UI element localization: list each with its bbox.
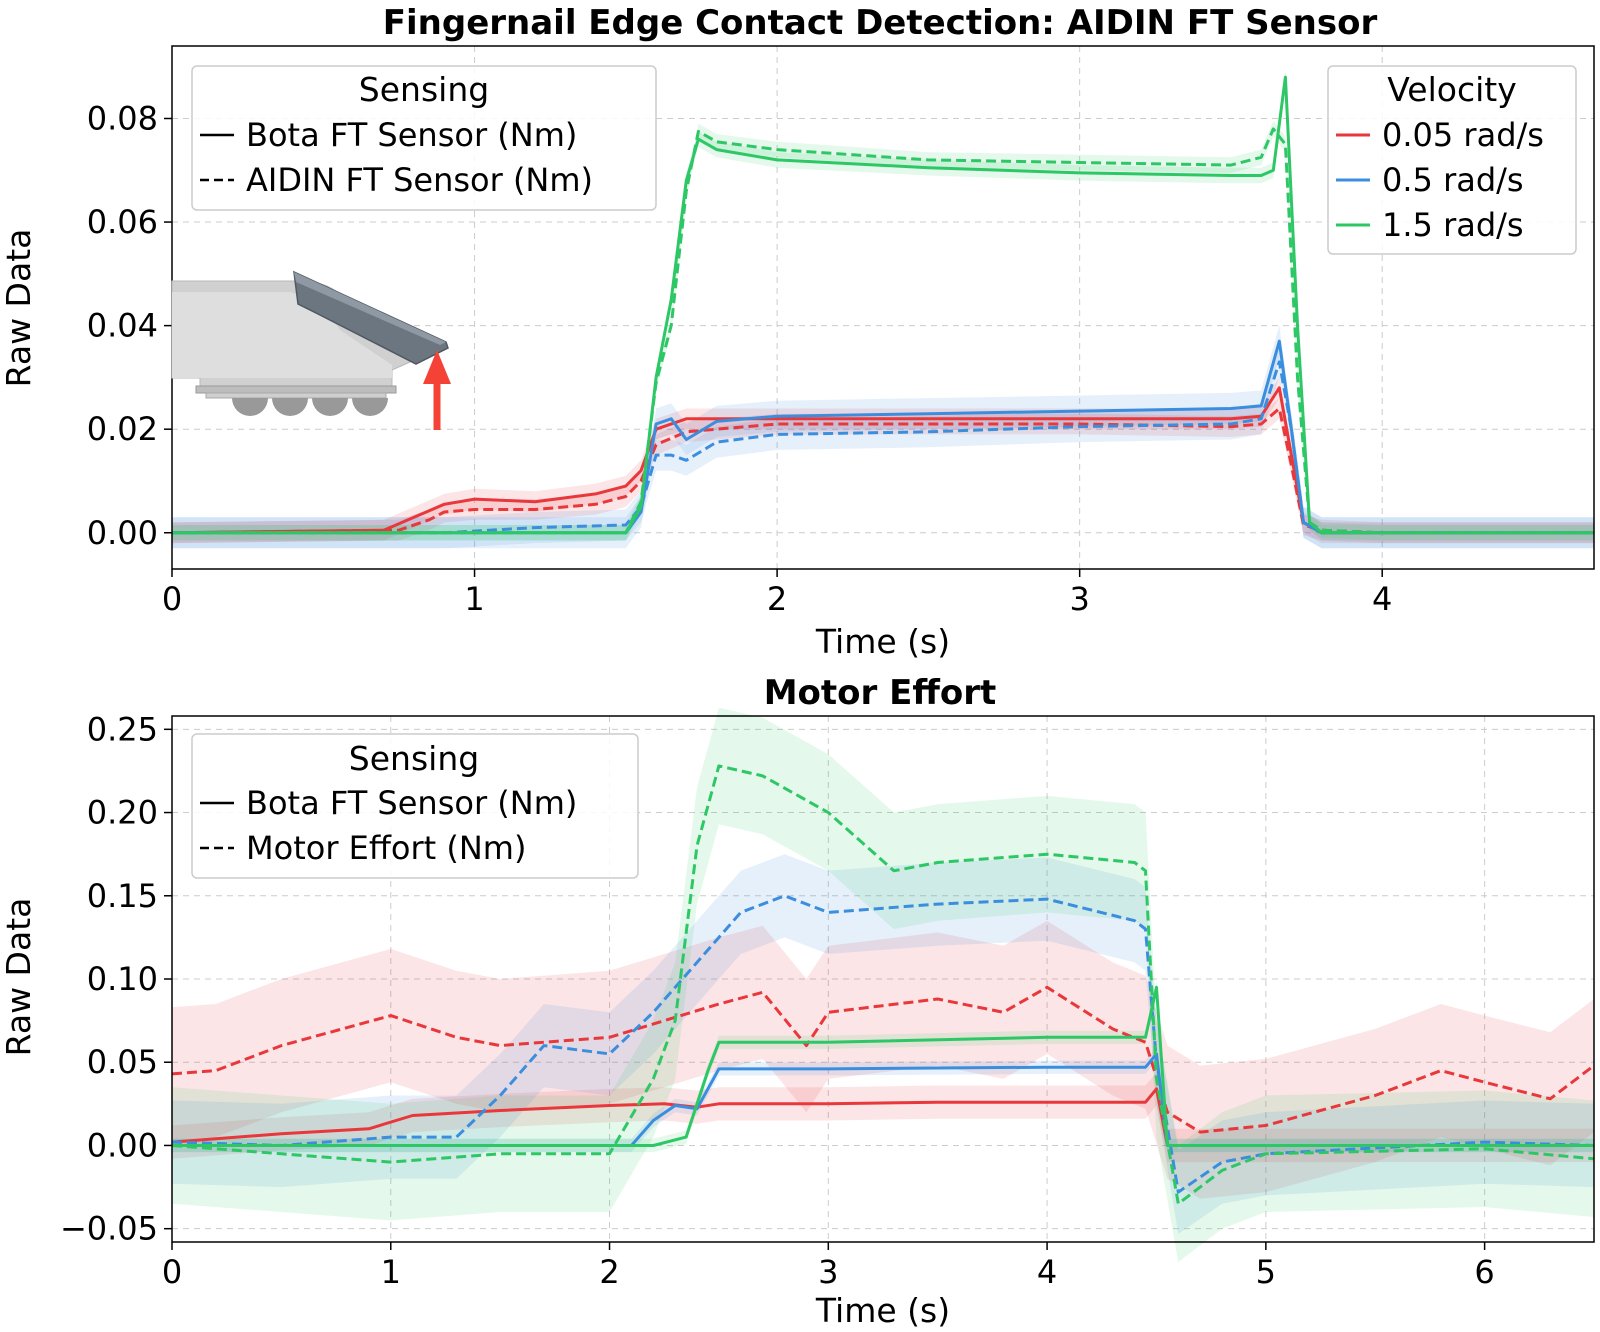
y-axis-ticks: 0.00 0.02 0.04 0.06 0.08 bbox=[87, 99, 172, 552]
y-tick-label: 0.15 bbox=[87, 877, 158, 915]
confidence-bands bbox=[172, 707, 1594, 1262]
series-blue-dashed bbox=[172, 360, 1594, 535]
y-tick-label: 0.20 bbox=[87, 794, 158, 832]
y-tick-label: 0.00 bbox=[87, 1126, 158, 1164]
series-red-dashed bbox=[171, 407, 1594, 535]
band-red-dashed bbox=[172, 398, 1594, 544]
band-green-solid bbox=[172, 69, 1594, 541]
y-tick-label: 0.02 bbox=[87, 410, 158, 448]
legend-title: Sensing bbox=[349, 739, 479, 778]
band-blue-dashed bbox=[172, 854, 1594, 1234]
x-tick-label: 3 bbox=[1069, 580, 1089, 618]
x-tick-label: 3 bbox=[818, 1253, 838, 1291]
legend-title: Sensing bbox=[359, 70, 489, 109]
y-tick-label: 0.04 bbox=[87, 307, 158, 345]
legend-entry: Motor Effort (Nm) bbox=[246, 829, 526, 867]
series-green-dashed bbox=[172, 127, 1594, 535]
x-axis-label: Time (s) bbox=[815, 622, 950, 661]
x-tick-label: 1 bbox=[381, 1253, 401, 1291]
legend-box bbox=[191, 733, 639, 879]
series-red-dashed bbox=[171, 985, 1595, 1134]
x-tick-label: 4 bbox=[1037, 1253, 1057, 1291]
series-green-solid bbox=[172, 75, 1594, 535]
series-lines bbox=[171, 764, 1595, 1206]
legend-entry: 0.05 rad/s bbox=[1382, 116, 1544, 154]
x-tick-label: 0 bbox=[162, 1253, 182, 1291]
y-axis-label: Raw Data bbox=[0, 898, 38, 1057]
legend-sensing: Sensing Bota FT Sensor (Nm) Motor Effort… bbox=[191, 733, 639, 879]
x-tick-label: 6 bbox=[1474, 1253, 1494, 1291]
series-blue-dashed bbox=[171, 894, 1595, 1194]
chart-title: Motor Effort bbox=[764, 673, 997, 713]
y-tick-label: 0.25 bbox=[87, 710, 158, 748]
chart-motor-effort: Motor Effort 0 1 2 3 4 5 6 −0.05 0.00 0.05 0.10 0.… bbox=[0, 673, 1595, 1330]
x-tick-label: 5 bbox=[1256, 1253, 1276, 1291]
legend-entry: Bota FT Sensor (Nm) bbox=[246, 116, 577, 154]
band-blue-solid bbox=[172, 325, 1594, 549]
fingernail-gripper-arrow-icon bbox=[171, 270, 451, 430]
x-tick-label: 4 bbox=[1372, 580, 1392, 618]
series-lines bbox=[171, 75, 1594, 535]
y-tick-label: 0.05 bbox=[87, 1043, 158, 1081]
y-tick-label: 0.08 bbox=[87, 99, 158, 137]
chart-title: Fingernail Edge Contact Detection: AIDIN… bbox=[383, 3, 1378, 43]
chart-contact-detection: Fingernail Edge Contact Detection: AIDIN… bbox=[0, 3, 1595, 661]
legend-velocity: Velocity 0.05 rad/s 0.5 rad/s 1.5 rad/s bbox=[1327, 65, 1577, 255]
y-axis-ticks: −0.05 0.00 0.05 0.10 0.15 0.20 0.25 bbox=[60, 710, 172, 1248]
x-tick-label: 0 bbox=[162, 580, 182, 618]
x-tick-label: 1 bbox=[464, 580, 484, 618]
legend-box bbox=[1327, 65, 1577, 255]
y-tick-label: 0.06 bbox=[87, 203, 158, 241]
legend-entry: 0.5 rad/s bbox=[1382, 161, 1524, 199]
legend-entry: Bota FT Sensor (Nm) bbox=[246, 784, 577, 822]
legend-entry: AIDIN FT Sensor (Nm) bbox=[246, 161, 593, 199]
x-tick-label: 2 bbox=[599, 1253, 619, 1291]
y-tick-label: −0.05 bbox=[60, 1210, 158, 1248]
legend-entry: 1.5 rad/s bbox=[1382, 206, 1524, 244]
legend-title: Velocity bbox=[1387, 70, 1516, 109]
y-tick-label: 0.10 bbox=[87, 960, 158, 998]
legend-sensing: Sensing Bota FT Sensor (Nm) AIDIN FT Sen… bbox=[191, 65, 657, 211]
band-green-dashed bbox=[172, 707, 1594, 1262]
legend-box bbox=[191, 65, 657, 211]
y-axis-label: Raw Data bbox=[0, 229, 38, 388]
x-axis-label: Time (s) bbox=[815, 1291, 950, 1330]
band-blue-dashed bbox=[172, 346, 1594, 549]
series-green-dashed bbox=[171, 764, 1595, 1206]
x-axis-ticks: 0 1 2 3 4 5 6 bbox=[162, 1242, 1495, 1291]
series-green-solid bbox=[172, 985, 1594, 1147]
band-red-solid bbox=[172, 1072, 1594, 1163]
y-tick-label: 0.00 bbox=[87, 514, 158, 552]
band-red-dashed bbox=[172, 920, 1594, 1199]
x-axis-ticks: 0 1 2 3 4 bbox=[162, 569, 1392, 618]
x-tick-label: 2 bbox=[767, 580, 787, 618]
